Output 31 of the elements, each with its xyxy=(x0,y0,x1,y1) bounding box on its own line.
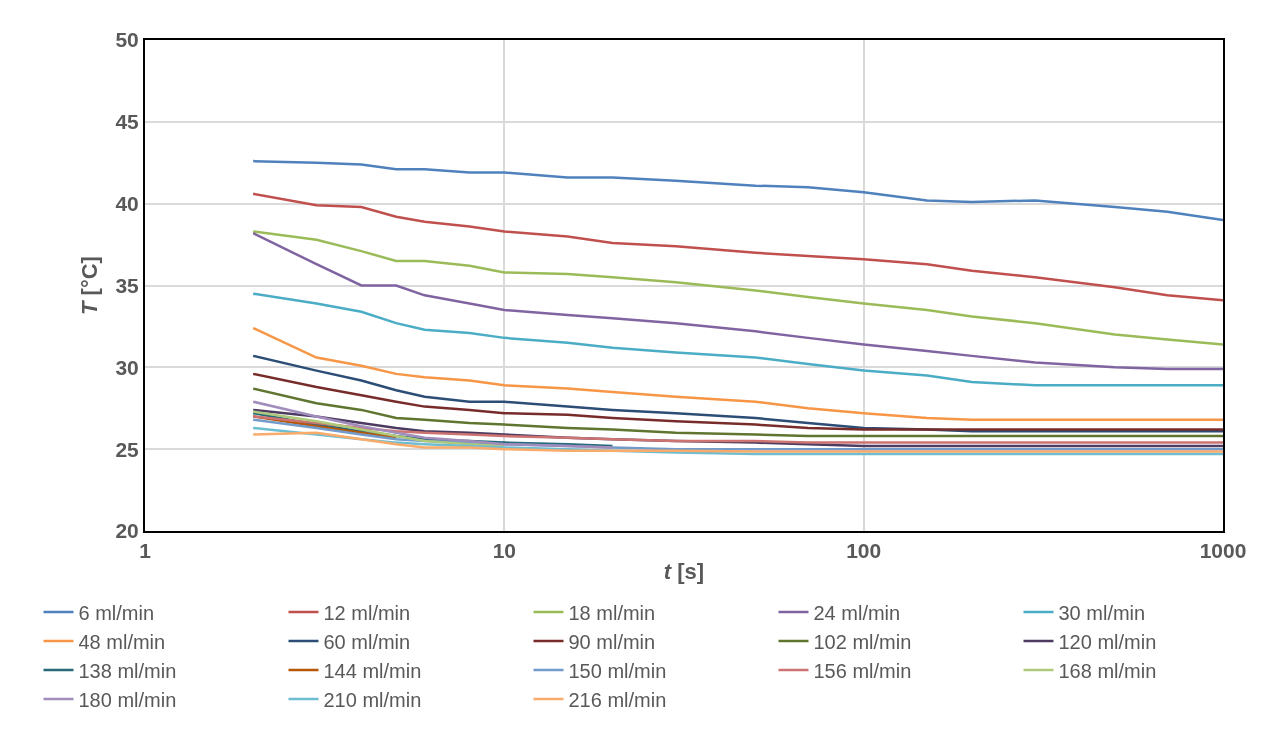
legend-label: 150 ml/min xyxy=(568,659,667,682)
y-tick-label: 35 xyxy=(115,273,140,297)
legend-label: 6 ml/min xyxy=(78,601,155,624)
legend-label: 30 ml/min xyxy=(1058,601,1146,624)
legend-label: 180 ml/min xyxy=(78,688,177,711)
legend-label: 156 ml/min xyxy=(813,659,912,682)
legend-label: 102 ml/min xyxy=(813,630,912,653)
x-tick-label: 1000 xyxy=(1199,539,1247,563)
x-tick-label: 1 xyxy=(139,539,152,563)
y-tick-label: 45 xyxy=(115,110,140,134)
legend-label: 216 ml/min xyxy=(568,688,667,711)
y-axis-title: T [°C] xyxy=(76,256,102,315)
y-tick-label: 40 xyxy=(115,192,139,216)
y-tick-label: 30 xyxy=(115,355,139,379)
legend-label: 18 ml/min xyxy=(568,601,656,624)
x-axis-title: t [s] xyxy=(663,558,705,584)
y-tick-label: 20 xyxy=(115,519,139,543)
legend-label: 60 ml/min xyxy=(323,630,411,653)
y-tick-label: 50 xyxy=(115,28,139,52)
legend-label: 168 ml/min xyxy=(1058,659,1157,682)
y-tick-label: 25 xyxy=(115,437,140,461)
x-tick-label: 10 xyxy=(492,539,517,563)
legend-label: 120 ml/min xyxy=(1058,630,1157,653)
x-tick-label: 100 xyxy=(846,539,882,563)
legend-label: 144 ml/min xyxy=(323,659,422,682)
legend-label: 12 ml/min xyxy=(323,601,411,624)
legend-label: 24 ml/min xyxy=(813,601,901,624)
legend-label: 48 ml/min xyxy=(78,630,166,653)
legend-label: 138 ml/min xyxy=(78,659,177,682)
legend-label: 210 ml/min xyxy=(323,688,422,711)
legend-label: 90 ml/min xyxy=(568,630,656,653)
